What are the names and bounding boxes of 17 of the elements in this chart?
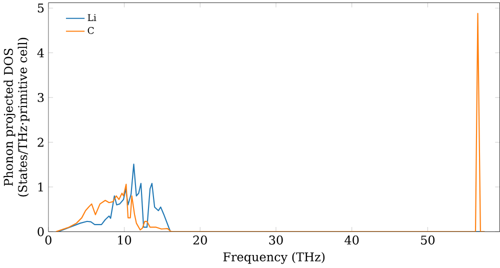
x-tick-label: 50	[421, 236, 435, 245]
legend-label: C	[88, 27, 94, 34]
x-tick-label: 30	[269, 236, 283, 245]
x-tick-label: 10	[118, 236, 132, 245]
y-tick-label: 1	[38, 182, 43, 192]
x-tick-label: 40	[344, 236, 359, 245]
line-series	[55, 13, 486, 232]
legend-label: Li	[88, 14, 96, 22]
y-tick-label: 2	[38, 138, 44, 147]
y-tick-label: 5	[38, 4, 44, 13]
x-tick-label: 20	[193, 236, 207, 245]
y-tick-label: 3	[38, 93, 44, 102]
x-axis-title: Frequency (THz)	[223, 252, 325, 264]
y-tick-label: 4	[37, 48, 44, 58]
y-axis-title: Phonon projected DOS (States/THz·primitive cell)	[4, 38, 30, 197]
y-tick-label: 0	[38, 227, 44, 236]
x-tick-label: 0	[45, 236, 52, 245]
